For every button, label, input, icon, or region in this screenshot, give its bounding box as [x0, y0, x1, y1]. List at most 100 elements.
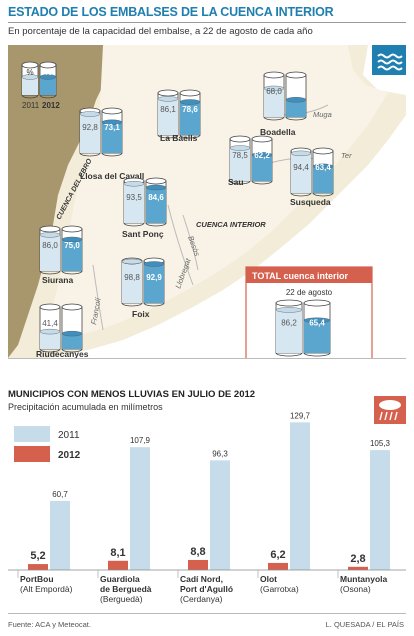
bar-2012 — [188, 559, 208, 570]
label-river-ter: Ter — [341, 151, 352, 160]
cylinder-fill-2011 — [122, 261, 142, 303]
reservoir-name: Siurana — [42, 275, 73, 285]
label-cuenca-interior: CUENCA INTERIOR — [196, 220, 266, 229]
category-label: (Berguedà) — [100, 594, 143, 604]
rain-bar-chart: 2011 2012 60,7 5,2 PortBou(Alt Empordà) 107,9… — [8, 396, 406, 604]
cylinder-2011: 98,8 — [121, 257, 143, 307]
cylinder-value-2012: 65,4 — [309, 319, 325, 328]
category-label: (Garrotxa) — [260, 584, 299, 594]
bar-label-2012: 2,8 — [350, 553, 365, 565]
bar-2012 — [28, 564, 48, 570]
category-label: Port d'Agulló — [180, 584, 233, 594]
cylinder-2011: 92,8 — [79, 107, 101, 157]
bar-label-2012: 8,8 — [190, 546, 205, 558]
footer-source: Fuente: ACA y Meteocat. — [8, 620, 91, 629]
cylinder-value-2011: 86,1 — [160, 105, 176, 114]
cylinder-fill-2011 — [158, 98, 178, 135]
legend-swatch-2012 — [14, 446, 50, 462]
cylinder-fill-2012 — [146, 187, 166, 223]
reservoir-name: Sant Ponç — [122, 229, 164, 239]
bar-2011 — [50, 500, 70, 570]
cylinder-fill-2012 — [180, 101, 200, 135]
bar-2011 — [290, 422, 310, 570]
cylinder-2012: 73,1 — [101, 107, 123, 157]
cylinder-fill-2012 — [62, 239, 82, 271]
cylinder-fill-2012 — [144, 263, 164, 303]
reservoir-cylinders: 94,4 63,4 — [290, 147, 334, 197]
cylinder-value-2012: 92,9 — [146, 273, 162, 282]
cylinder-2011: 78,5 — [229, 135, 251, 185]
bar-group-4: 105,3 2,8 Muntanyola(Osona) — [337, 439, 391, 594]
cylinder-value-2011: 41,4 — [42, 319, 58, 328]
reservoir-siurana: 86,0 75,0 Siurana — [39, 225, 83, 285]
bar-label-2011: 96,3 — [212, 449, 228, 458]
cylinder-value-2012: 84,6 — [148, 193, 164, 202]
cylinder-2011: 94,4 — [290, 147, 312, 197]
cylinder-value-2011: 92,8 — [82, 123, 98, 132]
reservoir-sant-pon-: 93,5 84,6 Sant Ponç — [122, 177, 167, 239]
reservoir-name: Foix — [132, 309, 150, 319]
cylinder-fill-2012 — [102, 122, 122, 153]
cylinder-value-2012: 62,2 — [254, 151, 270, 160]
cylinder-2012: 75,0 — [61, 225, 83, 275]
cylinder-2012: 65,4 — [303, 299, 331, 357]
cylinder-value-2011: 68,0 — [266, 87, 282, 96]
footer-credit: L. QUESADA / EL PAÍS — [325, 620, 404, 629]
category-label: (Alt Empordà) — [20, 584, 73, 594]
cylinder-value-2011: 86,2 — [281, 319, 297, 328]
cylinder-value-2012: 75,0 — [64, 241, 80, 250]
reservoir-llosa-del-cavall: 92,8 73,1 Llosa del Cavall — [79, 107, 144, 181]
cylinder-fill-2012 — [40, 77, 56, 95]
category-label: Muntanyola — [340, 574, 387, 584]
page-subtitle: En porcentaje de la capacidad del embals… — [8, 26, 313, 37]
bar-legend: 2011 2012 — [8, 422, 116, 466]
cylinder-fill-2011 — [230, 148, 250, 181]
cylinder-2012: 62,2 — [251, 135, 273, 185]
reservoir-name: Riudecanyes — [36, 349, 89, 358]
reservoir-riudecanyes: 41,4 36,6 Riudecanyes — [36, 303, 89, 359]
cylinder-2012: 84,6 — [145, 177, 167, 227]
bar-label-2011: 60,7 — [52, 490, 68, 499]
cylinder-fill-2011 — [80, 114, 100, 153]
total-label: TOTAL cuenca interior — [252, 271, 349, 281]
bar-2011 — [130, 447, 150, 570]
category-label: Cadí Nord, — [180, 574, 223, 584]
cylinder-2011: 93,5 — [123, 177, 145, 227]
bar-group-2: 96,3 8,8 Cadí Nord,Port d'Agulló(Cerdanya) — [177, 449, 233, 604]
legend-pct-2012: % — [44, 68, 51, 77]
cylinder-value-2012: 36,6 — [64, 319, 80, 328]
cylinder-value-2011: 78,5 — [232, 151, 248, 160]
cylinder-value-2011: 98,8 — [124, 273, 140, 282]
legend-pct-2011: % — [26, 68, 33, 77]
cylinder-value-2012: 41,0 — [288, 87, 304, 96]
cylinder-2012 — [39, 61, 57, 99]
bar-label-2012: 6,2 — [270, 549, 285, 561]
cylinder-2011: 41,4 — [39, 303, 61, 353]
reservoir-name: Llosa del Cavall — [80, 171, 144, 181]
bar-2011 — [370, 450, 390, 570]
reservoir-foix: 98,8 92,9 Foix — [121, 257, 165, 319]
reservoir-cylinders: 93,5 84,6 — [123, 177, 167, 227]
legend-swatch-2011 — [14, 426, 50, 442]
reservoir-name: La Baells — [160, 133, 198, 143]
legend-label-2011: 2011 — [58, 430, 80, 441]
category-label: (Osona) — [340, 584, 371, 594]
legend-cylinder-pair — [21, 61, 57, 99]
reservoir-cylinders: 86,0 75,0 — [39, 225, 83, 275]
legend-label-2012: 2012 — [58, 450, 81, 461]
category-label: Olot — [260, 574, 277, 584]
cylinder-fill-2011 — [291, 153, 311, 193]
cylinder-2011 — [21, 61, 39, 99]
cylinder-value-2012: 63,4 — [315, 163, 331, 172]
cylinder-value-2012: 78,6 — [182, 105, 198, 114]
cylinder-fill-2012 — [313, 166, 333, 193]
cylinder-2012: 63,4 — [312, 147, 334, 197]
waves-icon — [377, 53, 403, 71]
cylinder-fill-2012 — [304, 320, 330, 353]
reservoir-cylinders: 68,0 41,0 — [263, 71, 307, 121]
bar-label-2011: 107,9 — [130, 436, 151, 445]
reservoir-cylinders: 92,8 73,1 — [79, 107, 123, 157]
cylinder-fill-2011 — [124, 183, 144, 223]
reservoir-cylinders: 98,8 92,9 — [121, 257, 165, 307]
map-svg: % % 2011 2012 92,8 73,1 Llosa del Cavall 86,1 78… — [8, 45, 406, 378]
